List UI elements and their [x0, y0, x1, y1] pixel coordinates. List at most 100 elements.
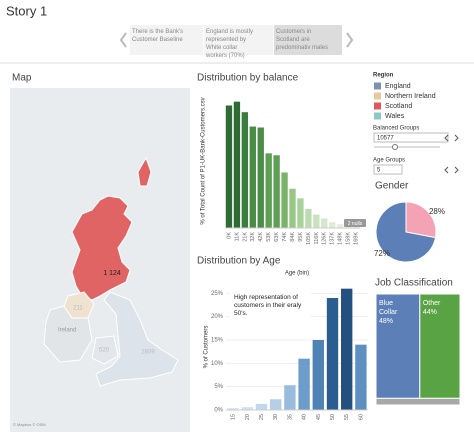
tree-cell[interactable] — [375, 397, 461, 406]
bar[interactable] — [257, 127, 264, 229]
map-region[interactable] — [63, 291, 95, 319]
bar[interactable] — [281, 172, 288, 228]
bar[interactable] — [326, 298, 339, 410]
bar[interactable] — [341, 288, 353, 410]
tree-value: 44% — [423, 309, 437, 316]
y-tick-label: 5% — [214, 384, 223, 390]
slider-handle[interactable] — [392, 144, 398, 150]
region-label: 2809 — [141, 350, 155, 356]
filter-input[interactable] — [373, 132, 449, 143]
y-axis-title: % of Customers — [204, 326, 210, 369]
badge — [344, 219, 366, 227]
x-tick-label: 105K — [306, 232, 312, 245]
story-point[interactable] — [204, 25, 273, 55]
bar[interactable] — [265, 153, 272, 228]
bar[interactable] — [270, 399, 282, 410]
story-point[interactable] — [130, 25, 203, 55]
next-arrow[interactable] — [346, 32, 354, 48]
x-tick-label: 55 — [344, 414, 350, 420]
chart-title: Map — [12, 73, 32, 84]
x-tick-label: 15 — [231, 414, 237, 420]
story-title: Story 1 — [6, 3, 47, 18]
filter-input[interactable] — [373, 164, 403, 175]
x-tick-label: 21K — [242, 232, 248, 242]
y-tick-label: 15% — [211, 338, 224, 344]
map-annotation: Ireland — [58, 328, 76, 334]
bar[interactable] — [284, 385, 296, 410]
legend-swatch — [374, 92, 381, 100]
bar[interactable] — [313, 214, 320, 228]
bar[interactable] — [225, 105, 233, 228]
region-label: 520 — [99, 348, 110, 354]
map-region[interactable] — [71, 156, 152, 301]
story-point-active[interactable] — [274, 25, 342, 55]
x-tick-label: 50 — [330, 414, 336, 420]
bar[interactable] — [233, 101, 241, 228]
bar[interactable] — [227, 408, 239, 410]
filter-value: 10577 — [377, 136, 394, 142]
x-tick-label: 158K — [346, 232, 352, 245]
bar[interactable] — [298, 358, 310, 410]
x-tick-label: 74K — [282, 232, 288, 242]
x-tick-label: 116K — [314, 232, 320, 245]
bar[interactable] — [312, 340, 324, 410]
x-tick-label: 60 — [358, 414, 364, 420]
filter-label: Balanced Groups — [373, 126, 419, 132]
text: Other — [423, 300, 441, 307]
text: There is the Bank's Customer Baseline — [132, 29, 183, 43]
chart-title: Distribution by Age — [197, 256, 281, 267]
bar[interactable] — [289, 188, 296, 228]
x-tick-label: 169K — [353, 232, 359, 245]
bar[interactable] — [355, 344, 367, 410]
tree-value: 48% — [379, 318, 393, 325]
bar[interactable] — [352, 226, 360, 228]
x-tick-label: 0K — [226, 232, 232, 239]
x-tick-label: 30 — [273, 414, 279, 420]
map-region[interactable] — [95, 291, 179, 387]
x-tick-label: 148K — [338, 232, 344, 245]
y-tick-label: 25% — [211, 291, 224, 297]
tree-cell[interactable] — [419, 293, 461, 399]
x-tick-label: 42K — [258, 232, 264, 242]
y-tick-label: 0% — [214, 408, 223, 414]
text: High representation of customers in their… — [234, 294, 302, 317]
bar[interactable] — [297, 198, 304, 228]
bar[interactable] — [241, 112, 249, 228]
tree-cell[interactable] — [375, 293, 421, 399]
x-tick-label: 126K — [322, 232, 328, 245]
stepper[interactable] — [444, 134, 459, 142]
region-label: 1 124 — [103, 270, 121, 277]
text: Blue Collar — [379, 300, 398, 316]
bar[interactable] — [329, 222, 336, 228]
legend-title: Region — [373, 73, 394, 79]
y-axis-title: % of Total Count of P1-UK-Bank-Customers… — [201, 97, 207, 224]
bar[interactable] — [305, 208, 312, 228]
x-tick-label: 20 — [245, 414, 251, 420]
bar[interactable] — [241, 407, 253, 410]
prev-arrow[interactable] — [119, 32, 127, 48]
bar[interactable] — [336, 224, 344, 228]
text: Customers in Scotland are predominativ mal… — [276, 29, 328, 51]
pie-label: 28% — [429, 207, 445, 216]
pie-label: 72% — [374, 249, 390, 258]
map-region[interactable] — [91, 335, 119, 365]
pie-slice[interactable] — [405, 201, 437, 239]
map-annotation: © Mapbox © OSM — [13, 422, 46, 427]
x-tick-label: 45 — [316, 414, 322, 420]
filter-value: 5 — [377, 168, 381, 174]
x-tick-label: 35 — [287, 414, 293, 420]
chart-title: Gender — [375, 181, 409, 192]
bar[interactable] — [249, 126, 256, 228]
legend-label: Wales — [385, 113, 405, 120]
text: England is mostly represented by White col… — [205, 29, 253, 59]
bar[interactable] — [273, 155, 280, 228]
pie-slice[interactable] — [375, 201, 437, 263]
bar[interactable] — [321, 218, 328, 228]
region-label: 211 — [73, 306, 83, 312]
stepper[interactable] — [444, 166, 459, 174]
legend-label: Scotland — [385, 103, 412, 110]
y-tick-label: 10% — [211, 361, 224, 367]
bar[interactable] — [255, 403, 268, 410]
annotation-box — [229, 290, 311, 324]
